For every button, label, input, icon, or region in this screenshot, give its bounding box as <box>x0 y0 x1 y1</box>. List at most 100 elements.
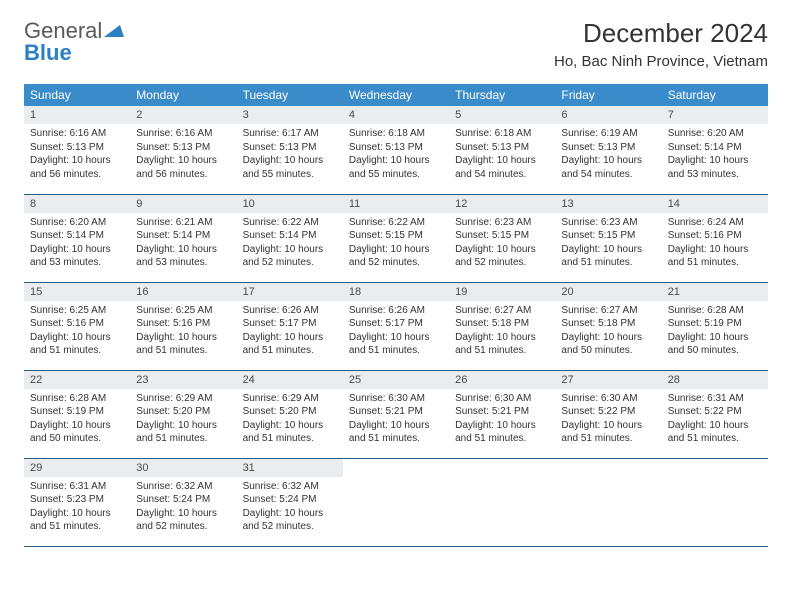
calendar-cell: 7Sunrise: 6:20 AMSunset: 5:14 PMDaylight… <box>662 106 768 194</box>
day-body: Sunrise: 6:22 AMSunset: 5:14 PMDaylight:… <box>237 213 343 275</box>
calendar-cell: 21Sunrise: 6:28 AMSunset: 5:19 PMDayligh… <box>662 282 768 370</box>
day-body: Sunrise: 6:30 AMSunset: 5:21 PMDaylight:… <box>449 389 555 451</box>
weekday-tuesday: Tuesday <box>237 84 343 106</box>
day-number: 12 <box>449 195 555 213</box>
day-body: Sunrise: 6:31 AMSunset: 5:23 PMDaylight:… <box>24 477 130 539</box>
calendar-cell-empty: .. <box>449 458 555 546</box>
day-body: Sunrise: 6:32 AMSunset: 5:24 PMDaylight:… <box>130 477 236 539</box>
sunrise-text: Sunrise: 6:27 AM <box>455 304 549 318</box>
calendar-cell: 4Sunrise: 6:18 AMSunset: 5:13 PMDaylight… <box>343 106 449 194</box>
day-number: 30 <box>130 459 236 477</box>
day-body: Sunrise: 6:28 AMSunset: 5:19 PMDaylight:… <box>662 301 768 363</box>
calendar-cell-empty: .. <box>555 458 661 546</box>
day-body: Sunrise: 6:20 AMSunset: 5:14 PMDaylight:… <box>24 213 130 275</box>
day-number: 20 <box>555 283 661 301</box>
sunrise-text: Sunrise: 6:26 AM <box>349 304 443 318</box>
day-number: 29 <box>24 459 130 477</box>
day-body: Sunrise: 6:32 AMSunset: 5:24 PMDaylight:… <box>237 477 343 539</box>
sunrise-text: Sunrise: 6:30 AM <box>561 392 655 406</box>
day-number: 27 <box>555 371 661 389</box>
daylight-text: Daylight: 10 hours and 51 minutes. <box>30 331 124 358</box>
sunrise-text: Sunrise: 6:16 AM <box>136 127 230 141</box>
sunset-text: Sunset: 5:22 PM <box>561 405 655 419</box>
day-body: Sunrise: 6:18 AMSunset: 5:13 PMDaylight:… <box>343 124 449 186</box>
day-number: 8 <box>24 195 130 213</box>
sunset-text: Sunset: 5:13 PM <box>349 141 443 155</box>
day-number: 28 <box>662 371 768 389</box>
calendar-cell: 9Sunrise: 6:21 AMSunset: 5:14 PMDaylight… <box>130 194 236 282</box>
sunrise-text: Sunrise: 6:30 AM <box>455 392 549 406</box>
sunset-text: Sunset: 5:19 PM <box>668 317 762 331</box>
daylight-text: Daylight: 10 hours and 52 minutes. <box>243 243 337 270</box>
logo-icon <box>104 23 124 39</box>
daylight-text: Daylight: 10 hours and 54 minutes. <box>561 154 655 181</box>
weekday-saturday: Saturday <box>662 84 768 106</box>
calendar-cell-empty: .. <box>343 458 449 546</box>
sunrise-text: Sunrise: 6:29 AM <box>136 392 230 406</box>
sunrise-text: Sunrise: 6:27 AM <box>561 304 655 318</box>
weekday-sunday: Sunday <box>24 84 130 106</box>
calendar-cell: 27Sunrise: 6:30 AMSunset: 5:22 PMDayligh… <box>555 370 661 458</box>
sunset-text: Sunset: 5:20 PM <box>243 405 337 419</box>
page-header: General December 2024 Ho, Bac Ninh Provi… <box>24 18 768 70</box>
sunset-text: Sunset: 5:14 PM <box>668 141 762 155</box>
calendar-row: 8Sunrise: 6:20 AMSunset: 5:14 PMDaylight… <box>24 194 768 282</box>
sunset-text: Sunset: 5:13 PM <box>136 141 230 155</box>
day-number: 21 <box>662 283 768 301</box>
daylight-text: Daylight: 10 hours and 51 minutes. <box>243 331 337 358</box>
sunrise-text: Sunrise: 6:24 AM <box>668 216 762 230</box>
daylight-text: Daylight: 10 hours and 54 minutes. <box>455 154 549 181</box>
calendar-row: 15Sunrise: 6:25 AMSunset: 5:16 PMDayligh… <box>24 282 768 370</box>
day-number: 31 <box>237 459 343 477</box>
day-number: 24 <box>237 371 343 389</box>
day-body: Sunrise: 6:17 AMSunset: 5:13 PMDaylight:… <box>237 124 343 186</box>
weekday-monday: Monday <box>130 84 236 106</box>
daylight-text: Daylight: 10 hours and 52 minutes. <box>243 507 337 534</box>
sunrise-text: Sunrise: 6:31 AM <box>668 392 762 406</box>
calendar-cell: 28Sunrise: 6:31 AMSunset: 5:22 PMDayligh… <box>662 370 768 458</box>
day-body: Sunrise: 6:16 AMSunset: 5:13 PMDaylight:… <box>24 124 130 186</box>
calendar-cell: 18Sunrise: 6:26 AMSunset: 5:17 PMDayligh… <box>343 282 449 370</box>
calendar-cell: 14Sunrise: 6:24 AMSunset: 5:16 PMDayligh… <box>662 194 768 282</box>
calendar-cell: 6Sunrise: 6:19 AMSunset: 5:13 PMDaylight… <box>555 106 661 194</box>
calendar-cell: 19Sunrise: 6:27 AMSunset: 5:18 PMDayligh… <box>449 282 555 370</box>
sunset-text: Sunset: 5:15 PM <box>455 229 549 243</box>
sunset-text: Sunset: 5:18 PM <box>455 317 549 331</box>
day-body: Sunrise: 6:27 AMSunset: 5:18 PMDaylight:… <box>555 301 661 363</box>
daylight-text: Daylight: 10 hours and 51 minutes. <box>136 331 230 358</box>
day-number: 17 <box>237 283 343 301</box>
sunset-text: Sunset: 5:24 PM <box>243 493 337 507</box>
sunrise-text: Sunrise: 6:32 AM <box>243 480 337 494</box>
daylight-text: Daylight: 10 hours and 51 minutes. <box>561 419 655 446</box>
calendar-cell: 25Sunrise: 6:30 AMSunset: 5:21 PMDayligh… <box>343 370 449 458</box>
day-number: 1 <box>24 106 130 124</box>
logo-text-blue: Blue <box>24 40 72 65</box>
daylight-text: Daylight: 10 hours and 50 minutes. <box>561 331 655 358</box>
month-title: December 2024 <box>554 18 768 49</box>
sunset-text: Sunset: 5:15 PM <box>561 229 655 243</box>
day-number: 2 <box>130 106 236 124</box>
day-body: Sunrise: 6:26 AMSunset: 5:17 PMDaylight:… <box>343 301 449 363</box>
day-body: Sunrise: 6:30 AMSunset: 5:22 PMDaylight:… <box>555 389 661 451</box>
daylight-text: Daylight: 10 hours and 51 minutes. <box>30 507 124 534</box>
sunset-text: Sunset: 5:15 PM <box>349 229 443 243</box>
sunrise-text: Sunrise: 6:20 AM <box>668 127 762 141</box>
day-number: 16 <box>130 283 236 301</box>
title-block: December 2024 Ho, Bac Ninh Province, Vie… <box>554 18 768 70</box>
day-number: 13 <box>555 195 661 213</box>
sunrise-text: Sunrise: 6:16 AM <box>30 127 124 141</box>
day-body: Sunrise: 6:23 AMSunset: 5:15 PMDaylight:… <box>555 213 661 275</box>
day-number: 4 <box>343 106 449 124</box>
daylight-text: Daylight: 10 hours and 51 minutes. <box>349 419 443 446</box>
calendar-cell: 5Sunrise: 6:18 AMSunset: 5:13 PMDaylight… <box>449 106 555 194</box>
day-body: Sunrise: 6:27 AMSunset: 5:18 PMDaylight:… <box>449 301 555 363</box>
day-body: Sunrise: 6:28 AMSunset: 5:19 PMDaylight:… <box>24 389 130 451</box>
sunrise-text: Sunrise: 6:18 AM <box>349 127 443 141</box>
sunset-text: Sunset: 5:13 PM <box>30 141 124 155</box>
calendar-cell: 22Sunrise: 6:28 AMSunset: 5:19 PMDayligh… <box>24 370 130 458</box>
sunrise-text: Sunrise: 6:18 AM <box>455 127 549 141</box>
sunrise-text: Sunrise: 6:28 AM <box>668 304 762 318</box>
sunset-text: Sunset: 5:23 PM <box>30 493 124 507</box>
calendar-cell: 30Sunrise: 6:32 AMSunset: 5:24 PMDayligh… <box>130 458 236 546</box>
calendar-cell: 29Sunrise: 6:31 AMSunset: 5:23 PMDayligh… <box>24 458 130 546</box>
